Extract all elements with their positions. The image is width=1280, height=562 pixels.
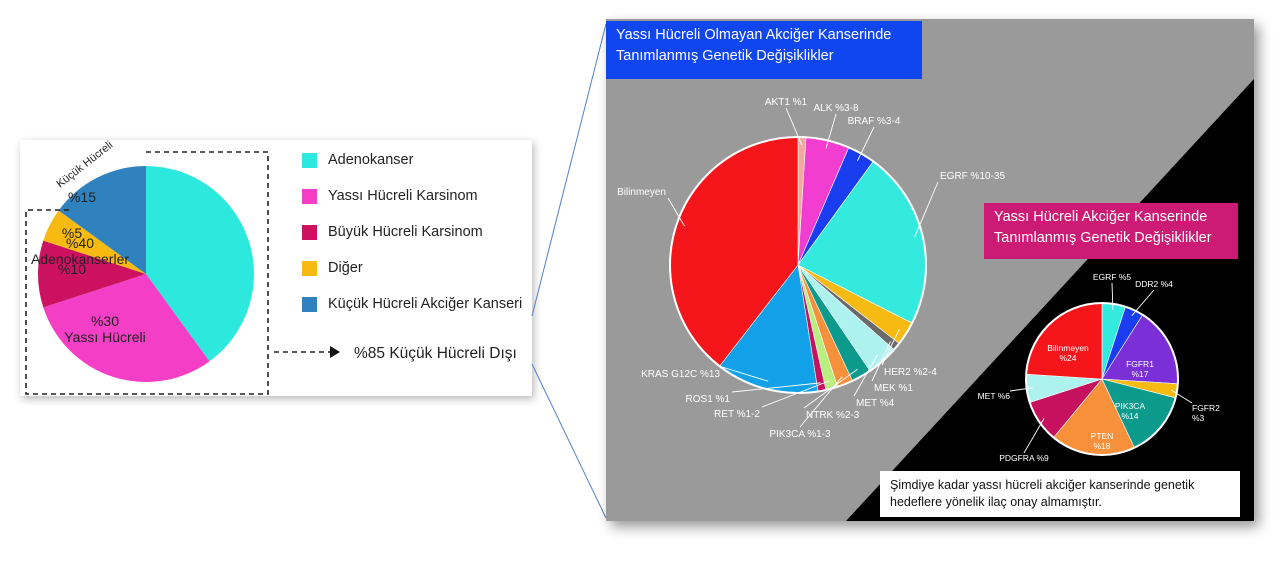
leader-line: [1170, 389, 1193, 404]
slice-label: FGFR1: [1126, 359, 1154, 369]
legend-swatch: [302, 297, 317, 312]
leader-line: [721, 366, 769, 382]
leader-line: [1131, 289, 1155, 316]
slice-label: MET %4: [856, 398, 895, 409]
zoom-line-top: [531, 23, 607, 317]
leader-line: [825, 113, 837, 149]
slice-label: HER2 %2-4: [884, 367, 937, 378]
pie-outline: [1025, 302, 1179, 456]
leader-line: [803, 368, 858, 409]
slice-label: FGFR2: [1192, 403, 1220, 413]
slice-label: %14: [1121, 411, 1138, 421]
pie-slice: [43, 210, 146, 274]
slice-label: ROS1 %1: [686, 394, 731, 405]
pie-slice: [58, 166, 146, 274]
legend-swatch: [302, 153, 317, 168]
genetic-alterations-panel: AKT1 %1 ALK %3-8 BRAF %3-4 EGRF %10-35 HER2 …: [606, 19, 1254, 521]
slice-label: KRAS G12C %13: [641, 369, 720, 380]
non-small-cell-label: %85 Küçük Hücreli Dışı: [354, 345, 517, 362]
approval-note: Şimdiye kadar yassı hücreli akciğer kans…: [880, 471, 1240, 517]
leader-line: [871, 341, 891, 382]
slice-label: BRAF %3-4: [848, 116, 901, 127]
pie-slice: [38, 240, 146, 308]
squamous-title: Yassı Hücreli Akciğer Kanserinde Tanımla…: [984, 203, 1238, 259]
leader-line: [731, 382, 821, 393]
non-small-cell-bracket: [25, 151, 269, 395]
slice-label: MEK %1: [874, 383, 913, 394]
genetic-pie-charts: AKT1 %1 ALK %3-8 BRAF %3-4 EGRF %10-35 HER2 …: [617, 79, 1254, 521]
leader-line: [914, 181, 939, 238]
legend-swatch: [302, 261, 317, 276]
slice-label: PIK3CA: [1115, 401, 1146, 411]
slice-label: DDR2 %4: [1135, 279, 1173, 289]
slice-label: %15: [68, 189, 96, 205]
slice-label: EGRF %5: [1093, 272, 1132, 282]
leader-line: [1009, 387, 1033, 392]
slice-label: PIK3CA %1-3: [769, 429, 831, 440]
slice-label: %40: [66, 235, 94, 251]
slice-label: %3: [1192, 413, 1205, 423]
slice-label: ALK %3-8: [813, 103, 858, 114]
slice-label: PDGFRA %9: [999, 453, 1049, 463]
slice-label: AKT1 %1: [765, 97, 808, 108]
slice-label: %24: [1059, 353, 1076, 363]
legend-label: Adenokanser: [328, 152, 414, 168]
leader-line: [1111, 282, 1114, 310]
pie-slice: [43, 274, 210, 382]
legend-label: Büyük Hücreli Karsinom: [328, 224, 483, 240]
legend-swatch: [302, 225, 317, 240]
slice-label: NTRK %2-3: [806, 410, 860, 421]
slice-label: Bilinmeyen: [1047, 343, 1089, 353]
slice-label: RET %1-2: [714, 409, 760, 420]
leader-line: [853, 354, 878, 397]
slice-label: MET %6: [978, 391, 1011, 401]
leader-line: [785, 107, 803, 146]
leader-line: [667, 197, 685, 227]
slice-label: Yassı Hücreli: [64, 329, 145, 345]
arrow-head: [330, 346, 340, 358]
nsclc-title: Yassı Hücreli Olmayan Akciğer Kanserinde…: [606, 21, 922, 79]
slice-label: %10: [58, 261, 86, 277]
legend-swatch: [302, 189, 317, 204]
pie-slice: [146, 166, 254, 362]
zoom-line-bottom: [531, 363, 607, 519]
leader-line: [881, 329, 900, 366]
slice-label: PTEN: [1091, 431, 1114, 441]
leader-line: [761, 380, 830, 408]
histology-panel: %40 Adenokanserler %30 Yassı Hücreli %10 %5 %1…: [20, 140, 532, 396]
leader-line: [799, 376, 843, 428]
slice-label: Bilinmeyen: [617, 187, 666, 198]
leader-line: [1023, 418, 1045, 454]
slice-label: %30: [91, 313, 119, 329]
legend-label: Diğer: [328, 260, 363, 276]
slice-label: EGRF %10-35: [940, 171, 1005, 182]
slice-label: %5: [62, 225, 82, 241]
slice-label: %17: [1131, 369, 1148, 379]
slice-label: %18: [1093, 441, 1110, 451]
legend-label: Yassı Hücreli Karsinom: [328, 188, 478, 204]
slice-label: Adenokanserler: [31, 251, 129, 267]
leader-line: [857, 126, 875, 161]
legend-label: Küçük Hücreli Akciğer Kanseri: [328, 296, 523, 312]
